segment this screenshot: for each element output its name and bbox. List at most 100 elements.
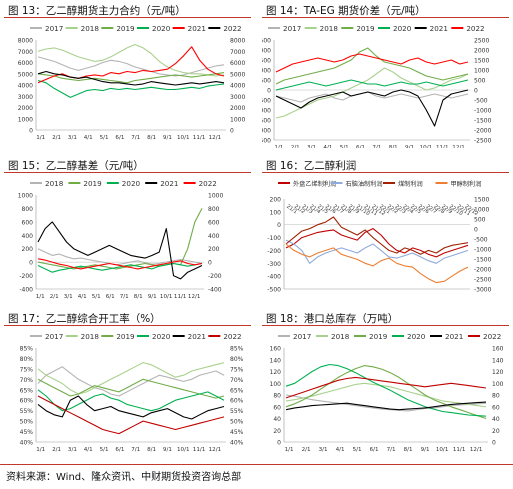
- y2-tick-label: 50%: [230, 419, 244, 426]
- y2-tick-label: 8000: [230, 38, 245, 45]
- y-tick-label: -200: [19, 273, 33, 280]
- y2-tick-label: 4000: [230, 83, 245, 90]
- y2-tick-label: -500: [474, 98, 488, 105]
- y-tick-label: 75%: [20, 366, 34, 373]
- y-tick-label: 2000: [262, 48, 271, 55]
- x-tick-label: 12/1: [188, 294, 201, 300]
- x-tick-label: 21/4: [308, 204, 322, 216]
- y2-tick-label: 1000: [474, 68, 489, 75]
- y-tick-label: 60: [273, 404, 281, 411]
- series-line-甲醇制利润: [285, 243, 469, 284]
- x-tick-label: 22/8: [432, 204, 445, 216]
- y-tick-label: 80%: [20, 356, 34, 363]
- legend-label: 2021: [430, 24, 448, 33]
- series-line-2017: [285, 394, 487, 412]
- y2-tick-label: 60: [492, 404, 500, 411]
- y2-tick-label: 600: [208, 219, 220, 226]
- x-tick-label: 12/1: [452, 145, 465, 148]
- x-tick-label: 22/9: [440, 204, 453, 216]
- legend: 2018 2019 2020 2021 2022: [30, 179, 217, 188]
- y2-tick-label: 2000: [230, 105, 245, 112]
- y2-tick-label: 40%: [230, 440, 244, 447]
- x-tick-label: 8/1: [147, 447, 156, 453]
- legend: 外盘乙烯制利润 石脑油制利润 煤制利润 甲醇制利润: [278, 180, 481, 188]
- x-tick-label: 2/1: [302, 447, 311, 453]
- x-tick-label: 1/1: [274, 145, 283, 148]
- x-tick-label: 4/1: [323, 145, 332, 148]
- legend-label: 煤制利润: [398, 180, 423, 188]
- legend-label: 2018: [331, 332, 350, 341]
- x-tick-label: 12/1: [209, 447, 222, 453]
- x-tick-label: 6/1: [370, 447, 379, 453]
- x-tick-label: 11/1: [193, 447, 206, 453]
- y2-tick-label: 500: [474, 217, 486, 224]
- x-tick-label: 3/1: [68, 447, 77, 453]
- title-rule: [4, 325, 251, 326]
- title-rule: [262, 17, 509, 18]
- x-tick-label: 21/1: [285, 204, 298, 216]
- chart-fig18: 2017 2018 2019 2020 2021 2022 0 20 40 60 80 100 120 1…: [270, 332, 504, 453]
- y-tick-label: 1000: [18, 116, 33, 123]
- series-line-2017: [37, 366, 225, 397]
- x-tick-label: 10/1: [420, 145, 433, 148]
- y-tick-label: 50%: [20, 419, 34, 426]
- y-tick-label: 1500: [262, 58, 271, 65]
- y-tick-label: 55%: [20, 408, 34, 415]
- y-tick-label: 3000: [18, 94, 33, 101]
- y2-tick-label: 80%: [230, 356, 244, 363]
- x-tick-label: 12/1: [470, 447, 483, 453]
- y-tick-label: 40%: [20, 440, 34, 447]
- legend-label: 2019: [369, 332, 388, 341]
- series-line-2018: [37, 362, 225, 395]
- legend-label: 2021: [445, 332, 463, 341]
- x-tick-label: 6/1: [356, 145, 365, 148]
- y-tick-label: -1000: [262, 108, 271, 115]
- y2-tick-label: 40: [492, 416, 500, 423]
- legend-label: 2021: [188, 332, 206, 341]
- y-tick-label: 65%: [20, 387, 34, 394]
- x-tick-label: 21/3: [301, 204, 314, 216]
- x-tick-label: 9/1: [405, 145, 414, 148]
- y2-tick-label: 800: [208, 206, 220, 213]
- title-rule: [4, 172, 251, 173]
- y2-tick-label: 3000: [230, 94, 245, 101]
- series-line-2019: [275, 47, 469, 85]
- y2-tick-label: 55%: [230, 408, 244, 415]
- legend-label: 2019: [83, 179, 102, 188]
- legend-label: 甲醇制利润: [451, 180, 482, 188]
- series-line-2021: [285, 401, 487, 411]
- chart-fig14: 2017 2018 2019 2020 2021 2022 -2500 -2000 -1500 -…: [262, 24, 492, 148]
- y2-tick-label: -400: [208, 287, 222, 294]
- x-tick-label: 1/1: [36, 294, 45, 300]
- x-tick-label: 10/1: [177, 447, 190, 453]
- series-line-2022: [275, 53, 469, 73]
- x-tick-label: 11/1: [193, 135, 206, 141]
- series-line-2020: [37, 389, 225, 412]
- y-tick-label: 0: [29, 128, 33, 135]
- y2-tick-label: 5000: [230, 71, 245, 78]
- y-tick-label: 120: [270, 369, 282, 376]
- y-tick-label: 200: [22, 246, 34, 253]
- x-tick-label: 21/7: [332, 204, 345, 216]
- y-tick-label: 0: [277, 440, 281, 447]
- chart-fig16: 外盘乙烯制利润 石脑油制利润 煤制利润 甲醇制利润 -500 -400 -300 -200 -1…: [267, 180, 491, 294]
- x-tick-label: 4/1: [84, 447, 93, 453]
- y2-tick-label: 400: [208, 233, 220, 240]
- y-tick-label: 2500: [262, 38, 271, 45]
- y-tick-label: 45%: [20, 429, 34, 436]
- y-tick-label: 500: [262, 78, 271, 85]
- legend-label: 2022: [199, 179, 217, 188]
- y2-tick-label: 0: [474, 227, 478, 234]
- y-tick-label: -1500: [262, 118, 271, 125]
- x-tick-label: 3/1: [319, 447, 328, 453]
- legend-label: 2017: [45, 332, 63, 341]
- legend-label: 2017: [45, 24, 63, 33]
- y2-tick-label: 0: [474, 88, 478, 95]
- y2-tick-label: 2500: [474, 38, 489, 45]
- legend-label: 2018: [81, 332, 100, 341]
- x-tick-label: 3/1: [68, 135, 77, 141]
- legend-label: 2022: [223, 332, 241, 341]
- panel-fig15: 图 15：乙二醇基差（元/吨） 2018 2019 2020 2021 2022 -400…: [4, 155, 251, 303]
- legend-label: 外盘乙烯制利润: [293, 180, 336, 188]
- y-tick-label: 70%: [20, 377, 34, 384]
